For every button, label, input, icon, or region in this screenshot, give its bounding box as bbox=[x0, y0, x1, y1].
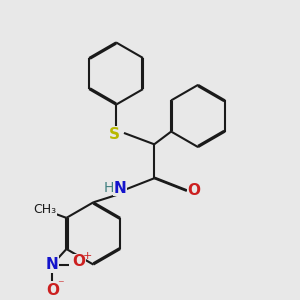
Text: O: O bbox=[73, 254, 86, 269]
Text: H: H bbox=[104, 181, 114, 195]
Text: +: + bbox=[82, 251, 92, 261]
Text: N: N bbox=[114, 181, 127, 196]
Text: S: S bbox=[109, 127, 120, 142]
Text: O: O bbox=[188, 184, 200, 199]
Text: O: O bbox=[46, 283, 59, 298]
Text: CH₃: CH₃ bbox=[34, 203, 57, 216]
Text: ⁻: ⁻ bbox=[57, 278, 64, 291]
Text: N: N bbox=[46, 257, 59, 272]
